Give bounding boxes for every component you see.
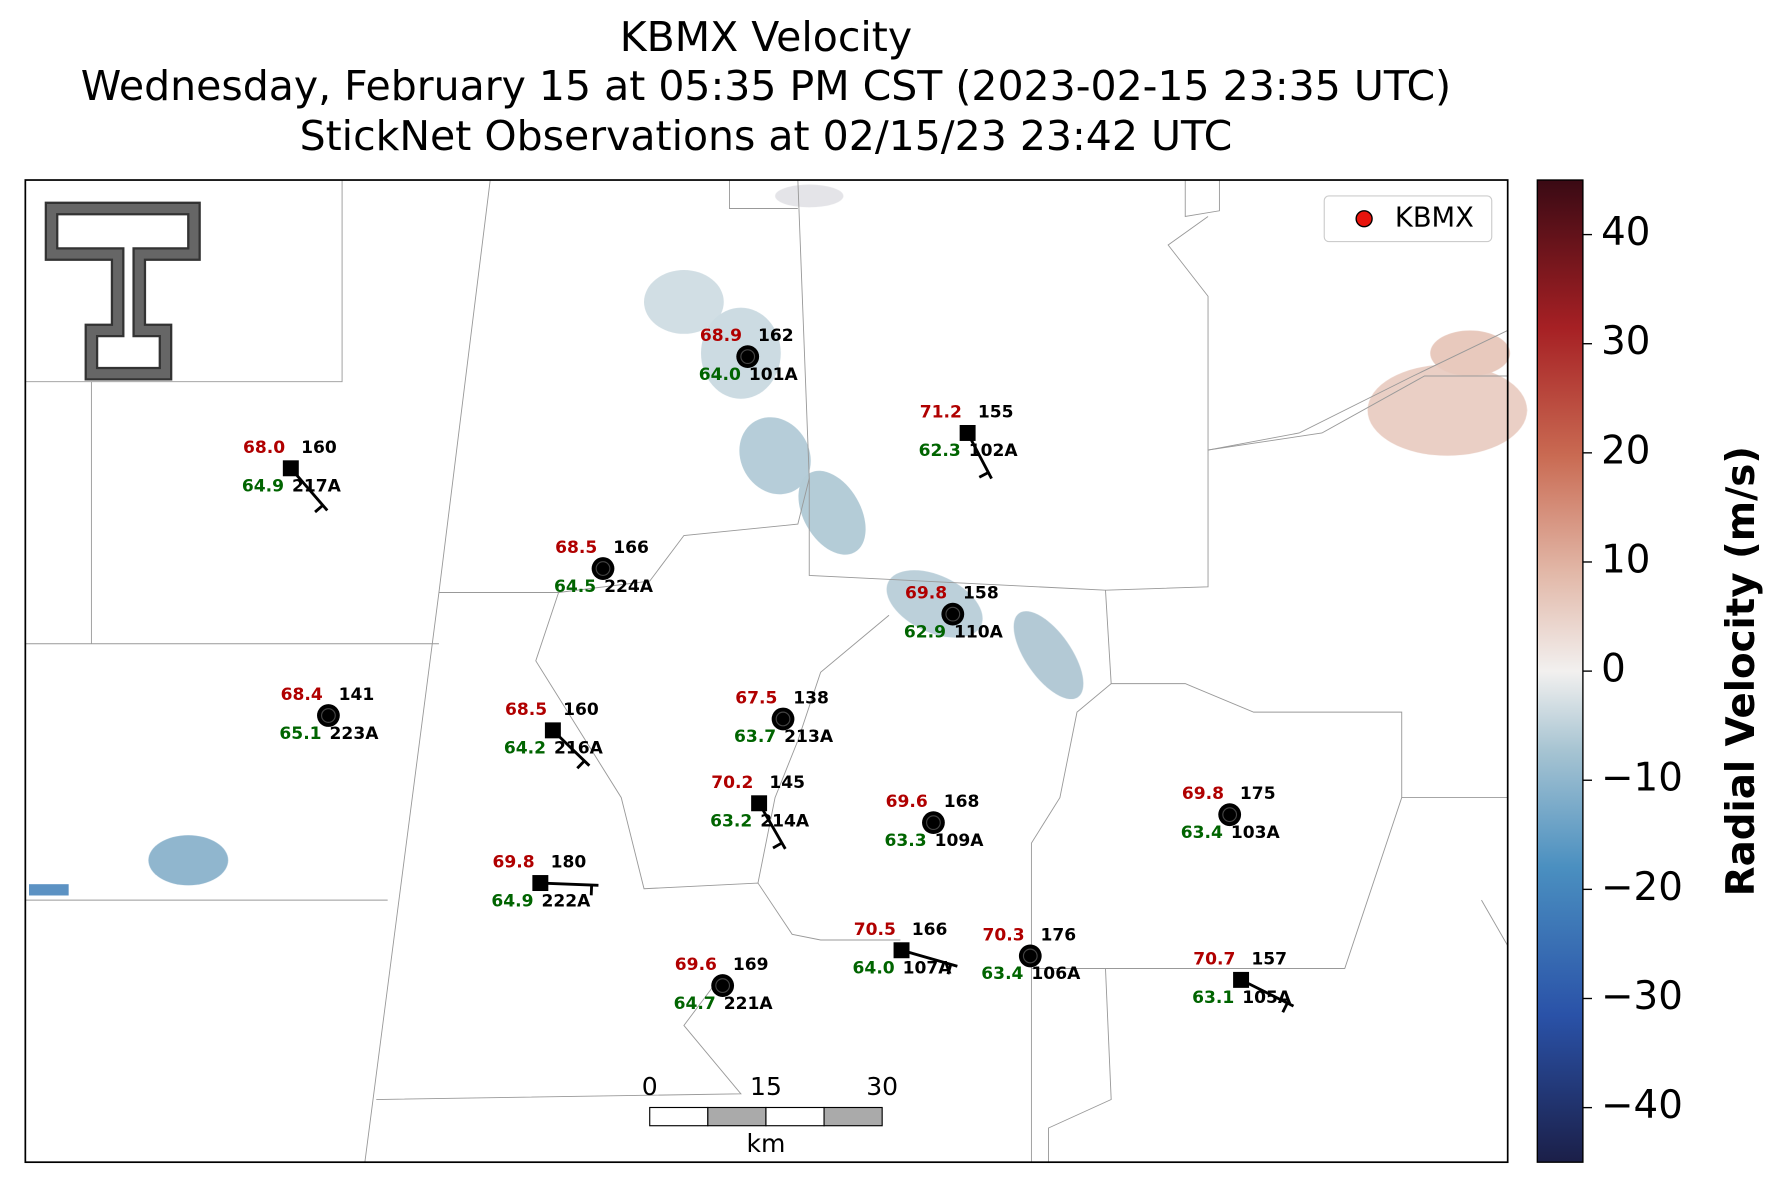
temperature: 69.8 [1182,784,1224,804]
station-id: 107A [903,958,953,978]
station-id: 222A [541,891,591,911]
dewpoint: 63.4 [981,964,1023,984]
station-value: 145 [769,773,805,793]
temperature: 68.0 [243,438,285,458]
station-id: 102A [969,441,1019,461]
legend: KBMX [1324,196,1491,242]
colorbar-tick-label: 0 [1601,647,1626,692]
title-line: StickNet Observations at 02/15/23 23:42 … [300,112,1233,160]
station-marker [960,425,976,441]
temperature: 69.6 [675,955,717,975]
temperature: 71.2 [920,402,962,422]
station-id: 106A [1031,964,1081,984]
temperature: 69.8 [905,584,947,604]
dewpoint: 64.9 [242,477,284,497]
dewpoint: 64.7 [674,994,716,1014]
dewpoint: 62.9 [904,622,946,642]
station-id: 213A [784,727,834,747]
station-value: 158 [963,584,999,604]
station-id: 214A [760,812,810,832]
colorbar-tick-label: −30 [1601,974,1683,1019]
station-id: 223A [330,724,380,744]
scale-tick: 30 [866,1072,898,1101]
station-marker [1233,972,1249,988]
station-id: 216A [554,739,604,759]
temperature: 68.9 [700,326,742,346]
temperature: 70.5 [854,920,896,940]
station-id: 217A [292,477,342,497]
station-value: 162 [758,326,794,346]
station-value: 157 [1251,949,1287,969]
temperature: 70.3 [982,925,1024,945]
temperature: 69.6 [886,792,928,812]
title-line: KBMX Velocity [620,13,912,61]
dewpoint: 63.4 [1181,823,1223,843]
colorbar-tick-label: −20 [1601,865,1683,910]
dewpoint: 63.2 [710,812,752,832]
colorbar-tick-label: 40 [1601,210,1650,255]
temperature: 68.5 [505,700,547,720]
station-id: 109A [935,831,985,851]
temperature: 68.5 [555,538,597,558]
station-id: 221A [724,994,774,1014]
station-id: 224A [604,577,654,597]
station-value: 166 [912,920,948,940]
station-value: 176 [1041,925,1077,945]
dewpoint: 63.1 [1192,988,1234,1008]
legend-marker [1356,211,1372,227]
dewpoint: 64.2 [504,739,546,759]
colorbar-tick-label: 20 [1601,428,1650,473]
station-id: 101A [749,365,799,385]
station-value: 168 [944,792,980,812]
title-line: Wednesday, February 15 at 05:35 PM CST (… [81,62,1451,110]
colorbar-ramp [1537,180,1583,1162]
temperature: 69.8 [493,853,535,873]
station-id: 103A [1231,823,1281,843]
temperature: 70.2 [711,773,753,793]
dewpoint: 63.7 [734,727,776,747]
dewpoint: 64.0 [699,365,741,385]
station-value: 169 [733,955,769,975]
map: 68.9 162 64.0 101A 71.2 155 62.3 102A 68.0 160 64.… [25,180,1527,1162]
temperature: 67.5 [735,688,777,708]
dewpoint: 64.9 [491,891,533,911]
temperature: 70.7 [1193,949,1235,969]
station-value: 155 [978,402,1014,422]
colorbar: Radial Velocity (m/s) −40 −30 −20 −10 0 10 20 3… [1537,180,1764,1162]
station-value: 138 [793,688,829,708]
temperature: 68.4 [281,685,323,705]
station-value: 175 [1240,784,1276,804]
scale-tick: 0 [642,1072,658,1101]
dewpoint: 64.0 [853,958,895,978]
station-id: 105A [1242,988,1292,1008]
dewpoint: 65.1 [279,724,321,744]
colorbar-tick-label: 30 [1601,319,1650,364]
colorbar-tick-label: 10 [1601,537,1650,582]
colorbar-label: Radial Velocity (m/s) [1719,446,1764,896]
station-value: 160 [301,438,337,458]
scale-unit: km [746,1129,785,1158]
legend-label: KBMX [1395,202,1474,233]
scale-tick: 15 [750,1072,782,1101]
dewpoint: 62.3 [919,441,961,461]
colorbar-tick-label: −40 [1601,1083,1683,1128]
station-value: 180 [551,853,587,873]
station-value: 166 [613,538,649,558]
colorbar-tick-label: −10 [1601,756,1683,801]
station-value: 160 [563,700,599,720]
dewpoint: 64.5 [554,577,596,597]
station-value: 141 [339,685,375,705]
dewpoint: 63.3 [884,831,926,851]
titles: KBMX Velocity Wednesday, February 15 at … [81,13,1451,160]
station-id: 110A [954,622,1004,642]
